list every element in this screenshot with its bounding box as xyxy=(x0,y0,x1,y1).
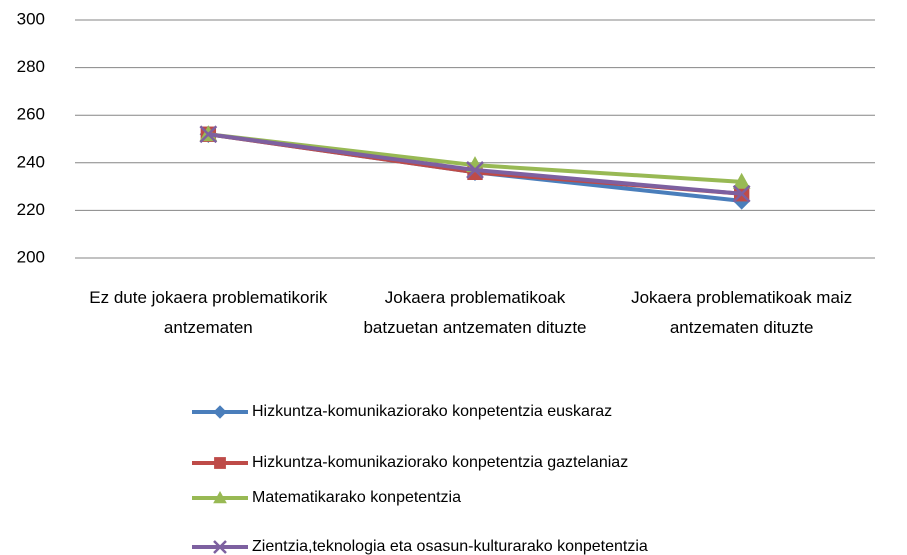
legend-label: Hizkuntza-komunikaziorako konpetentzia g… xyxy=(252,454,628,471)
x-tick-label: Ez dute jokaera problematikorik antzemat… xyxy=(89,288,328,337)
legend-label: Zientzia,teknologia eta osasun-kulturara… xyxy=(252,538,648,555)
marker xyxy=(214,457,226,469)
legend-label: Hizkuntza-komunikaziorako konpetentzia e… xyxy=(252,403,612,420)
marker xyxy=(213,540,227,554)
marker xyxy=(213,490,227,504)
marker xyxy=(213,405,227,419)
x-tick-label: Jokaera problematikoak maiz antzematen d… xyxy=(631,288,853,337)
legend-label: Matematikarako konpetentzia xyxy=(252,489,461,506)
y-tick-label: 280 xyxy=(17,57,45,76)
y-tick-label: 220 xyxy=(17,200,45,219)
marker xyxy=(466,161,484,179)
marker xyxy=(199,125,218,144)
marker xyxy=(732,172,751,189)
marker xyxy=(732,184,751,203)
x-tick-label: Jokaera problematikoak batzuetan antzema… xyxy=(363,288,587,337)
y-tick-label: 200 xyxy=(17,247,45,266)
y-tick-label: 300 xyxy=(17,9,45,28)
y-tick-label: 240 xyxy=(17,152,45,171)
y-tick-label: 260 xyxy=(17,105,45,124)
